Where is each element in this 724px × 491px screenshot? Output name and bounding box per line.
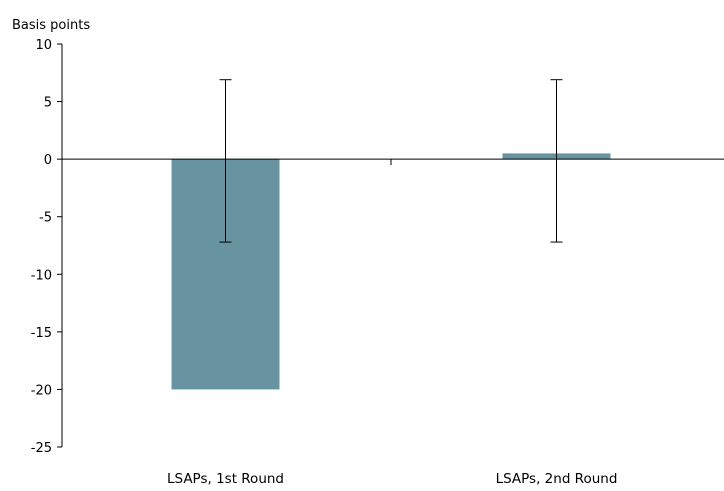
y-tick-label: -5 — [39, 211, 52, 226]
y-tick-label: 0 — [44, 153, 52, 168]
y-tick-label: 10 — [35, 38, 52, 53]
category-labels: LSAPs, 1st Round LSAPs, 2nd Round — [167, 159, 617, 487]
error-bar — [550, 79, 563, 243]
y-tick-label: -10 — [31, 268, 52, 283]
y-tick-label: -20 — [31, 383, 52, 398]
category-label: LSAPs, 2nd Round — [496, 471, 618, 487]
y-tick-label: -25 — [31, 441, 52, 456]
y-tick-label: -15 — [31, 326, 52, 341]
category-label: LSAPs, 1st Round — [167, 471, 284, 487]
y-tick-label: 5 — [44, 96, 52, 111]
error-bars — [219, 79, 563, 243]
bars — [171, 153, 611, 390]
y-axis-label: Basis points — [12, 18, 90, 33]
error-bar — [219, 79, 232, 243]
y-axis-ticks: 10 5 0 -5 -10 -15 -20 -25 — [31, 38, 62, 456]
